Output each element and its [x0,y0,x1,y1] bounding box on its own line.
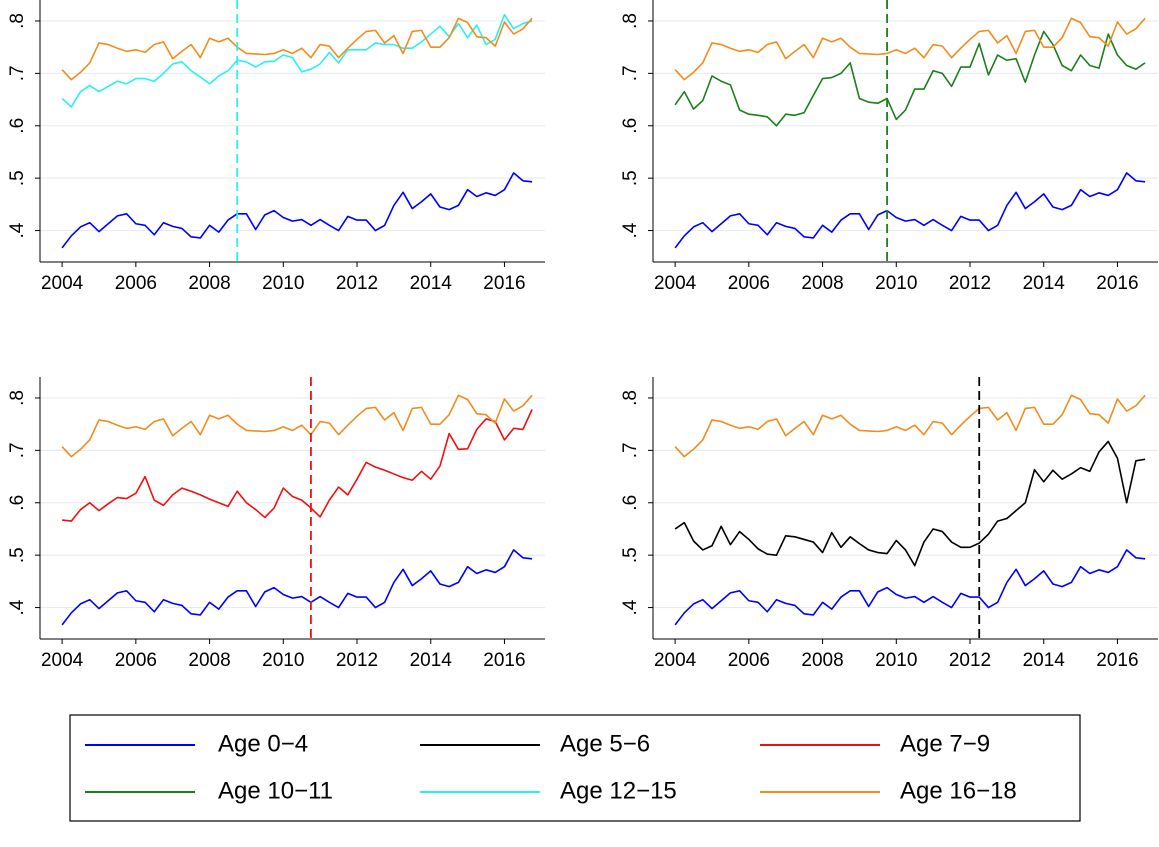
x-tick-label: 2016 [483,650,525,671]
series-line [674,394,1146,458]
y-tick-label: .6 [620,118,641,134]
series-line [674,440,1146,567]
legend-label: Age 7−9 [900,730,990,757]
x-tick-label: 2010 [262,273,304,294]
legend-label: Age 0−4 [218,730,308,757]
y-tick-label: .7 [7,65,28,81]
y-tick-label: .7 [620,442,641,458]
y-tick-label: .5 [620,170,641,186]
y-tick-label: .4 [7,222,28,238]
x-tick-label: 2006 [728,650,770,671]
x-tick-label: 2012 [949,273,991,294]
series-line [61,172,533,249]
series-line [61,394,533,458]
series-line [61,17,533,81]
x-tick-label: 2004 [654,273,697,294]
y-tick-label: .7 [7,442,28,458]
y-tick-label: .8 [7,13,28,29]
series-line [62,409,533,522]
x-tick-label: 2008 [188,650,230,671]
x-tick-label: 2014 [410,650,453,671]
x-tick-label: 2010 [262,650,304,671]
panel: .4 .5 .6 .7 .8 2004 2006 2008 2010 2012 2014 2016 [7,0,545,294]
series-line [61,549,533,626]
x-tick-label: 2006 [115,273,157,294]
series-line [674,172,1146,249]
x-tick-label: 2004 [41,273,84,294]
x-tick-label: 2006 [728,273,770,294]
x-tick-label: 2010 [875,273,917,294]
x-tick-label: 2008 [801,273,843,294]
series-line [61,13,533,108]
y-tick-label: .4 [620,222,641,238]
legend-label: Age 5−6 [560,730,650,757]
y-tick-label: .8 [620,390,641,406]
x-tick-label: 2014 [1023,650,1066,671]
y-tick-label: .4 [7,599,28,615]
x-tick-label: 2016 [1096,650,1138,671]
series-line [674,30,1146,127]
legend-label: Age 10−11 [218,777,333,804]
y-tick-label: .4 [620,599,641,615]
x-tick-label: 2014 [410,273,453,294]
y-tick-label: .7 [620,65,641,81]
y-tick-label: .5 [7,170,28,186]
x-tick-label: 2010 [875,650,917,671]
y-tick-label: .6 [7,495,28,511]
x-tick-label: 2008 [801,650,843,671]
y-tick-label: .5 [7,547,28,563]
x-tick-label: 2012 [336,650,378,671]
legend-label: Age 12−15 [560,777,677,804]
y-tick-label: .8 [7,390,28,406]
legend-label: Age 16−18 [900,777,1017,804]
x-tick-label: 2004 [654,650,697,671]
panel: .4 .5 .6 .7 .8 2004 2006 2008 2010 2012 2014 2016 [620,0,1158,294]
x-tick-label: 2016 [1096,273,1138,294]
x-tick-label: 2012 [336,273,378,294]
x-tick-label: 2004 [41,650,84,671]
x-tick-label: 2012 [949,650,991,671]
y-tick-label: .5 [620,547,641,563]
panel: .4 .5 .6 .7 .8 2004 2006 2008 2010 2012 2014 2016 [620,377,1158,671]
y-tick-label: .6 [620,495,641,511]
series-line [674,549,1146,626]
x-tick-label: 2008 [188,273,230,294]
series-line [674,17,1146,81]
x-tick-label: 2016 [483,273,525,294]
legend-box [69,714,1081,822]
x-tick-label: 2006 [115,650,157,671]
x-tick-label: 2014 [1023,273,1066,294]
y-tick-label: .6 [7,118,28,134]
y-tick-label: .8 [620,13,641,29]
panel: .4 .5 .6 .7 .8 2004 2006 2008 2010 2012 2014 2016 [7,377,545,671]
